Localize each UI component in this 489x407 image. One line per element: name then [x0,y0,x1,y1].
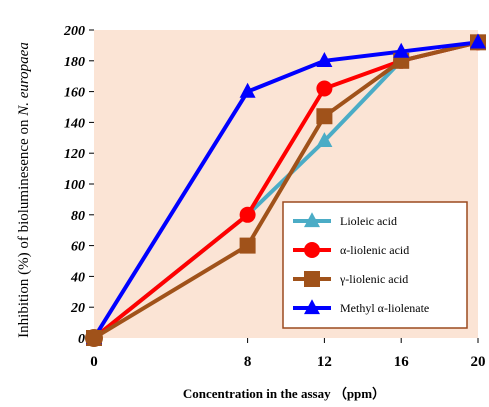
y-tick-label: 140 [64,116,85,131]
data-point [470,33,486,49]
y-tick-label: 120 [64,147,85,162]
y-tick-label: 60 [71,240,85,255]
y-tick-label: 0 [78,332,85,347]
data-point [239,237,256,254]
y-axis-title-plain: Inhibition (%) of bioluminesence on [16,116,32,338]
legend-label: Methyl α-liolenate [340,301,429,315]
y-tick-label: 40 [70,270,85,285]
series-markers [85,33,486,347]
y-tick-label: 180 [64,55,85,70]
data-point [304,299,320,315]
data-point [316,132,333,148]
y-tick-label: 100 [64,178,85,193]
data-point [304,212,320,228]
data-point [316,80,333,97]
y-axis-ticks: 0 20 40 60 80 100 120 140 160 180 200 [63,24,94,347]
x-tick-label: 16 [394,354,410,370]
y-tick-label: 80 [71,209,85,224]
x-axis-ticks: 0 8 12 16 20 [90,338,486,370]
data-point [239,206,256,223]
data-point [316,108,333,125]
legend-label: γ-liolenic acid [339,272,408,286]
legend-label: Lioleic acid [340,214,397,228]
x-axis-title: Concentration in the assay （ppm） [183,386,385,401]
data-point [85,329,103,347]
data-point [304,242,320,258]
y-axis-title-italic: N. europaea [16,42,32,117]
legend: Lioleic acid α-liolenic acid γ-liolenic ac… [282,201,468,329]
data-point [304,271,320,287]
data-point [316,52,333,67]
y-tick-label: 20 [70,301,85,316]
y-tick-label: 200 [63,24,85,39]
y-axis-title: Inhibition (%) of bioluminesence on N. e… [16,42,32,338]
x-tick-label: 0 [90,354,98,370]
x-tick-label: 8 [244,354,252,370]
x-tick-label: 20 [471,354,486,370]
data-point [393,42,410,58]
x-tick-label: 12 [317,354,332,370]
data-point [239,82,256,98]
y-tick-label: 160 [64,86,85,101]
legend-label: α-liolenic acid [340,243,409,257]
